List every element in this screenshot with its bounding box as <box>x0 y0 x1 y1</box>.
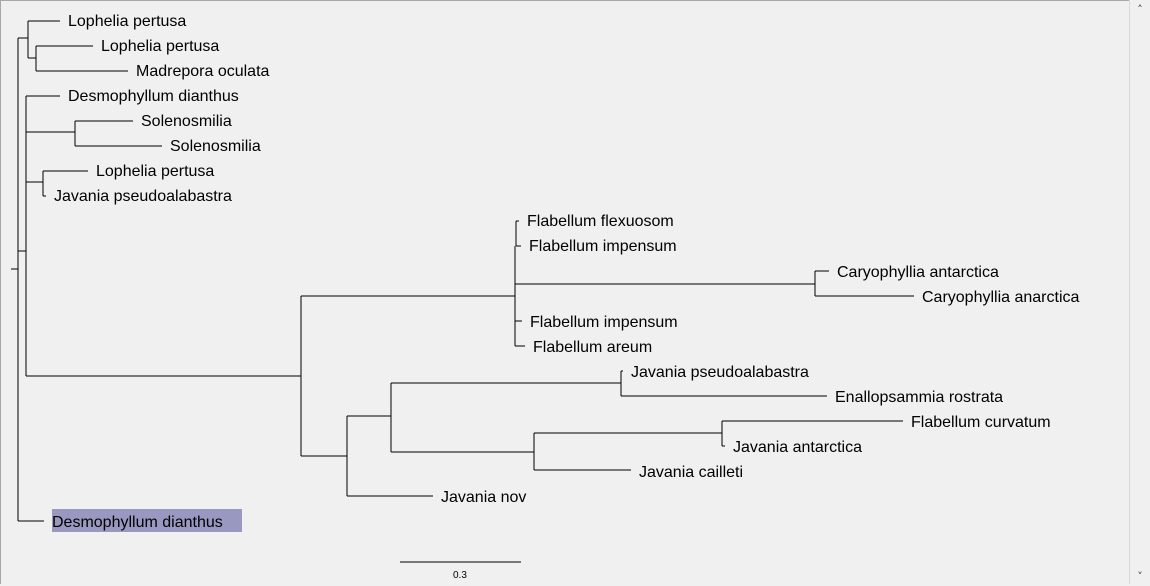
leaf-label[interactable]: Desmophyllum dianthus <box>68 88 239 105</box>
leaf-label[interactable]: Flabellum impensum <box>530 314 678 331</box>
leaf-label[interactable]: Javania pseudoalabastra <box>631 364 809 381</box>
leaf-label[interactable]: Caryophyllia antarctica <box>837 264 999 281</box>
leaf-label[interactable]: Javania antarctica <box>733 439 862 456</box>
arrow-down-icon[interactable]: ˅ <box>1137 570 1143 583</box>
leaf-label[interactable]: Solenosmilia <box>141 113 232 130</box>
leaf-label[interactable]: Javania pseudoalabastra <box>54 188 232 205</box>
scale-bar: 0.3 <box>400 561 521 581</box>
arrow-up-icon[interactable]: ˄ <box>1137 3 1143 16</box>
leaf-label[interactable]: Madrepora oculata <box>136 63 270 80</box>
leaf-label-selected[interactable]: Desmophyllum dianthus <box>52 514 223 531</box>
leaf-label[interactable]: Lophelia pertusa <box>68 13 186 30</box>
leaf-label[interactable]: Flabellum areum <box>533 339 652 356</box>
vertical-scrollbar[interactable]: ˄ ˅ <box>1129 0 1150 584</box>
scale-bar-label: 0.3 <box>453 570 467 581</box>
leaf-labels: Lophelia pertusa Lophelia pertusa Madrep… <box>52 13 1080 531</box>
selected-leaf-highlight <box>52 509 242 532</box>
tree-canvas[interactable]: Lophelia pertusa Lophelia pertusa Madrep… <box>0 0 1129 584</box>
leaf-label[interactable]: Lophelia pertusa <box>101 38 219 55</box>
phylogenetic-tree[interactable]: Lophelia pertusa Lophelia pertusa Madrep… <box>1 1 1130 585</box>
leaf-label[interactable]: Javania nov <box>441 489 526 506</box>
leaf-label[interactable]: Lophelia pertusa <box>96 163 214 180</box>
leaf-label[interactable]: Caryophyllia anarctica <box>922 289 1080 306</box>
tree-branches <box>11 20 914 522</box>
leaf-label[interactable]: Flabellum curvatum <box>911 414 1051 431</box>
leaf-label[interactable]: Flabellum impensum <box>529 238 677 255</box>
leaf-label[interactable]: Enallopsammia rostrata <box>835 389 1003 406</box>
leaf-label[interactable]: Flabellum flexuosom <box>527 213 674 230</box>
leaf-label[interactable]: Solenosmilia <box>170 138 261 155</box>
leaf-label[interactable]: Javania cailleti <box>639 464 743 481</box>
